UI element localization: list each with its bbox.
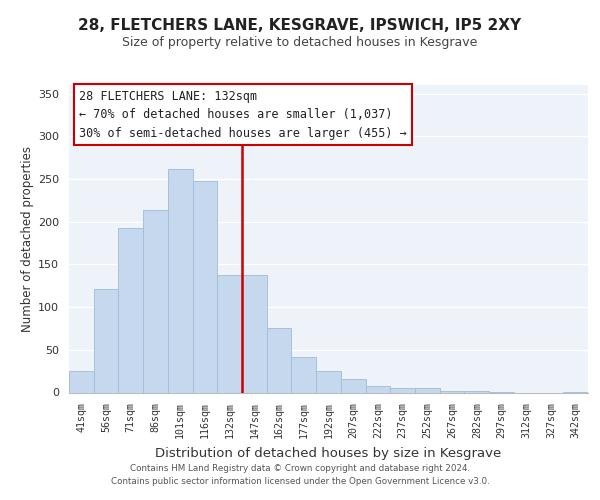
Bar bbox=[365, 386, 390, 392]
Bar bbox=[143, 210, 168, 392]
Bar bbox=[217, 276, 242, 392]
Bar bbox=[94, 289, 118, 393]
Bar bbox=[316, 371, 341, 392]
Bar bbox=[415, 388, 440, 392]
Bar bbox=[341, 379, 365, 392]
Text: 28, FLETCHERS LANE, KESGRAVE, IPSWICH, IP5 2XY: 28, FLETCHERS LANE, KESGRAVE, IPSWICH, I… bbox=[79, 18, 521, 32]
Bar bbox=[464, 391, 489, 392]
Text: Size of property relative to detached houses in Kesgrave: Size of property relative to detached ho… bbox=[122, 36, 478, 49]
Bar bbox=[390, 388, 415, 392]
Text: 28 FLETCHERS LANE: 132sqm
← 70% of detached houses are smaller (1,037)
30% of se: 28 FLETCHERS LANE: 132sqm ← 70% of detac… bbox=[79, 90, 407, 140]
X-axis label: Distribution of detached houses by size in Kesgrave: Distribution of detached houses by size … bbox=[155, 446, 502, 460]
Bar bbox=[292, 358, 316, 392]
Bar bbox=[168, 168, 193, 392]
Bar bbox=[118, 228, 143, 392]
Bar bbox=[69, 371, 94, 392]
Bar bbox=[242, 276, 267, 392]
Y-axis label: Number of detached properties: Number of detached properties bbox=[21, 146, 34, 332]
Bar bbox=[440, 391, 464, 392]
Text: Contains HM Land Registry data © Crown copyright and database right 2024.: Contains HM Land Registry data © Crown c… bbox=[130, 464, 470, 473]
Bar bbox=[267, 328, 292, 392]
Text: Contains public sector information licensed under the Open Government Licence v3: Contains public sector information licen… bbox=[110, 477, 490, 486]
Bar bbox=[193, 180, 217, 392]
